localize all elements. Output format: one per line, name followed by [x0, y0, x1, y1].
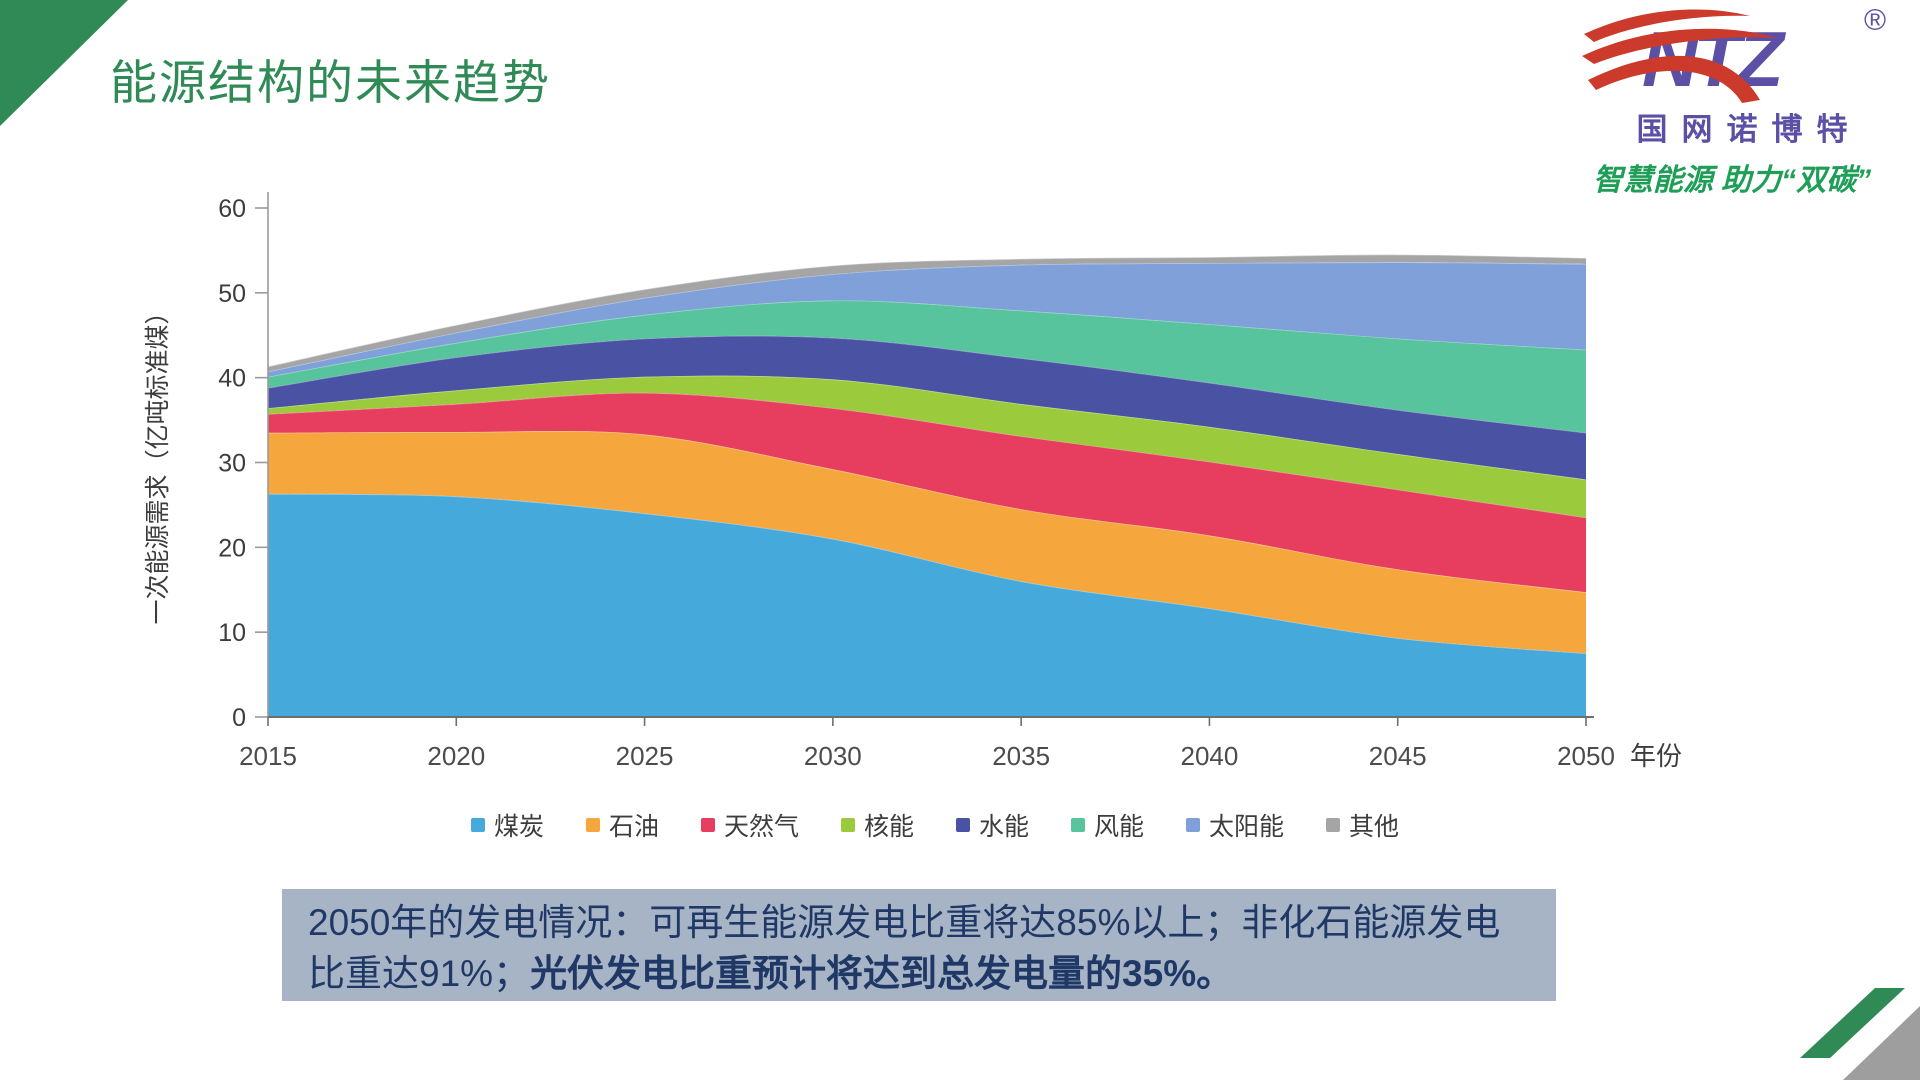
x-tick-label: 2015	[239, 741, 297, 771]
legend-swatch-icon	[470, 818, 485, 832]
x-tick-label: 2045	[1369, 741, 1427, 771]
legend-label: 核能	[863, 813, 914, 841]
logo-mark-graphic: NTZ ®	[1582, 4, 1886, 103]
y-tick-label: 50	[218, 280, 246, 308]
page-title: 能源结构的未来趋势	[110, 56, 551, 109]
legend-swatch-icon	[1186, 818, 1201, 832]
area-band-edge	[267, 430, 1587, 593]
x-tick-label: 2050	[1557, 741, 1615, 771]
legend-label: 煤炭	[493, 813, 544, 841]
y-tick-label: 20	[218, 534, 246, 562]
legend-label: 其他	[1349, 813, 1400, 841]
y-axis-title: 一次能源需求（亿吨标准煤）	[144, 299, 172, 624]
x-tick-label: 2030	[804, 741, 862, 771]
legend-swatch-icon	[700, 818, 715, 832]
legend-item: 太阳能	[1186, 807, 1284, 843]
summary-note: 2050年的发电情况：可再生能源发电比重将达85%以上；非化石能源发电比重达91…	[282, 889, 1556, 1001]
legend-item: 风能	[1071, 807, 1144, 843]
x-tick-label: 2025	[616, 741, 674, 771]
legend-item: 石油	[585, 807, 659, 843]
legend-swatch-icon	[1071, 818, 1086, 832]
registered-trademark-icon: ®	[1864, 4, 1886, 37]
legend-swatch-icon	[1326, 818, 1341, 832]
area-band-水能	[268, 335, 1586, 480]
summary-note-text: 2050年的发电情况：可再生能源发电比重将达85%以上；非化石能源发电比重达91…	[308, 902, 1501, 994]
area-band-edge	[267, 392, 1587, 519]
area-band-edge	[267, 299, 1587, 378]
area-band-edge	[267, 335, 1587, 434]
area-band-edge	[267, 493, 1587, 655]
area-band-edge	[267, 253, 1587, 368]
legend-item: 水能	[956, 807, 1029, 843]
corner-green-stripe	[1800, 988, 1905, 1058]
summary-note-bold-text: 光伏发电比重预计将达到总发电量的35%。	[530, 953, 1234, 994]
y-tick-label: 60	[218, 195, 246, 223]
chart-legend: 煤炭 石油 天然气 核能 水能 风能 太阳能 其他	[270, 804, 1600, 846]
x-tick-label: 2035	[992, 741, 1050, 771]
x-axis-title: 年份	[1630, 741, 1682, 771]
legend-swatch-icon	[840, 818, 855, 832]
area-band-风能	[268, 300, 1586, 433]
legend-label: 风能	[1094, 813, 1145, 841]
corner-gray-triangle	[1843, 1006, 1920, 1080]
legend-item: 其他	[1326, 807, 1399, 843]
area-band-太阳能	[268, 262, 1586, 377]
logo-swoosh-icon	[1588, 55, 1760, 103]
legend-label: 水能	[979, 813, 1030, 841]
y-tick-label: 40	[218, 365, 246, 393]
legend-label: 太阳能	[1209, 813, 1285, 841]
logo-swoosh-icon	[1582, 28, 1778, 64]
y-tick-label: 30	[218, 450, 246, 478]
legend-swatch-icon	[956, 818, 970, 832]
y-tick-label: 0	[232, 704, 246, 732]
area-band-煤炭	[268, 493, 1586, 717]
x-tick-label: 2020	[427, 741, 485, 771]
legend-label: 天然气	[723, 813, 799, 841]
logo-tagline: 智慧能源 助力“双碳”	[1592, 164, 1872, 197]
logo-company-name: 国网诺博特	[1636, 112, 1862, 147]
area-band-edge	[267, 261, 1587, 373]
area-band-edge	[267, 374, 1587, 481]
y-tick-label: 10	[218, 619, 246, 647]
legend-swatch-icon	[585, 818, 600, 832]
company-logo: NTZ ® 国网诺博特 智慧能源 助力“双碳”	[1560, 4, 1920, 199]
x-tick-label: 2040	[1181, 741, 1239, 771]
legend-item: 天然气	[700, 807, 799, 843]
logo-swoosh-icon	[1584, 9, 1750, 42]
legend-item: 煤炭	[470, 807, 544, 843]
area-band-核能	[268, 375, 1586, 518]
legend-item: 核能	[840, 807, 914, 843]
area-band-天然气	[268, 392, 1586, 593]
area-band-其他	[268, 254, 1586, 372]
area-band-石油	[268, 430, 1586, 654]
corner-triangle-decoration	[0, 0, 128, 126]
corner-decoration	[1800, 988, 1920, 1080]
legend-label: 石油	[608, 813, 659, 841]
